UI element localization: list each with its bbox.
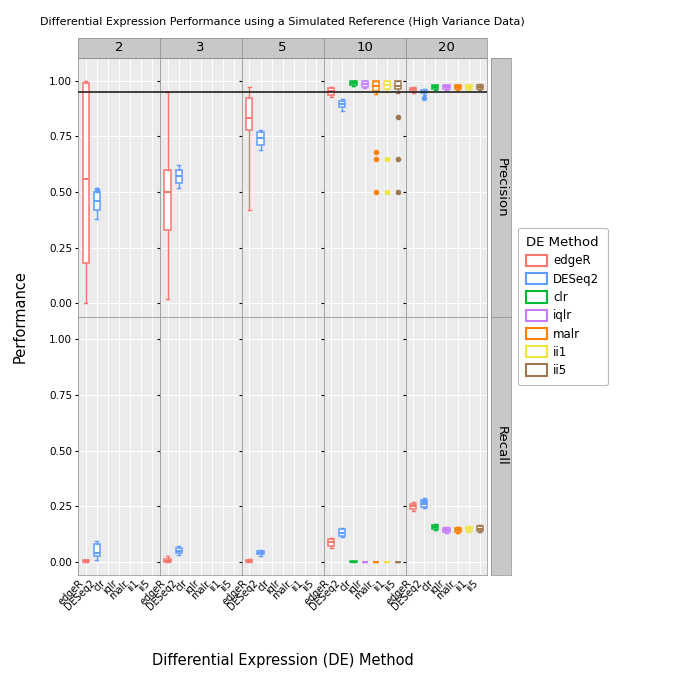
Text: Differential Expression (DE) Method: Differential Expression (DE) Method [152,653,414,668]
Bar [351,81,357,85]
Text: 3: 3 [196,42,205,54]
Bar [443,527,450,532]
Bar [165,559,171,562]
Text: Recall: Recall [494,426,508,466]
Bar [466,86,472,89]
Bar [93,544,100,556]
Bar [328,539,334,546]
Text: Differential Expression Performance using a Simulated Reference (High Variance D: Differential Expression Performance usin… [40,17,525,27]
Bar [410,88,416,91]
Bar [83,560,89,562]
Bar [421,90,427,93]
Text: 10: 10 [356,42,373,54]
Legend: edgeR, DESeq2, clr, iqlr, malr, ii1, ii5: edgeR, DESeq2, clr, iqlr, malr, ii1, ii5 [518,227,608,386]
Bar [466,527,472,531]
Bar [246,560,253,562]
Bar [372,81,378,90]
Text: 2: 2 [114,42,123,54]
Bar [328,88,334,95]
Bar [246,99,253,129]
Bar [339,101,345,108]
Text: 20: 20 [438,42,455,54]
Text: 5: 5 [278,42,287,54]
Bar [93,192,100,210]
Bar [257,132,263,145]
Bar [454,527,460,532]
Bar [384,81,390,90]
Bar [175,170,181,183]
Bar [165,170,171,230]
Bar [175,547,181,553]
Bar [433,86,439,89]
Bar [83,83,89,263]
Text: Performance: Performance [13,271,28,363]
Bar [454,86,460,89]
Bar [477,85,483,89]
Bar [395,81,401,90]
Text: Precision: Precision [494,158,508,217]
Bar [362,81,368,87]
Bar [477,526,483,531]
Bar [339,529,345,536]
Bar [257,551,263,554]
Bar [443,86,450,89]
Bar [421,500,427,507]
Bar [410,503,416,510]
Bar [433,525,439,529]
